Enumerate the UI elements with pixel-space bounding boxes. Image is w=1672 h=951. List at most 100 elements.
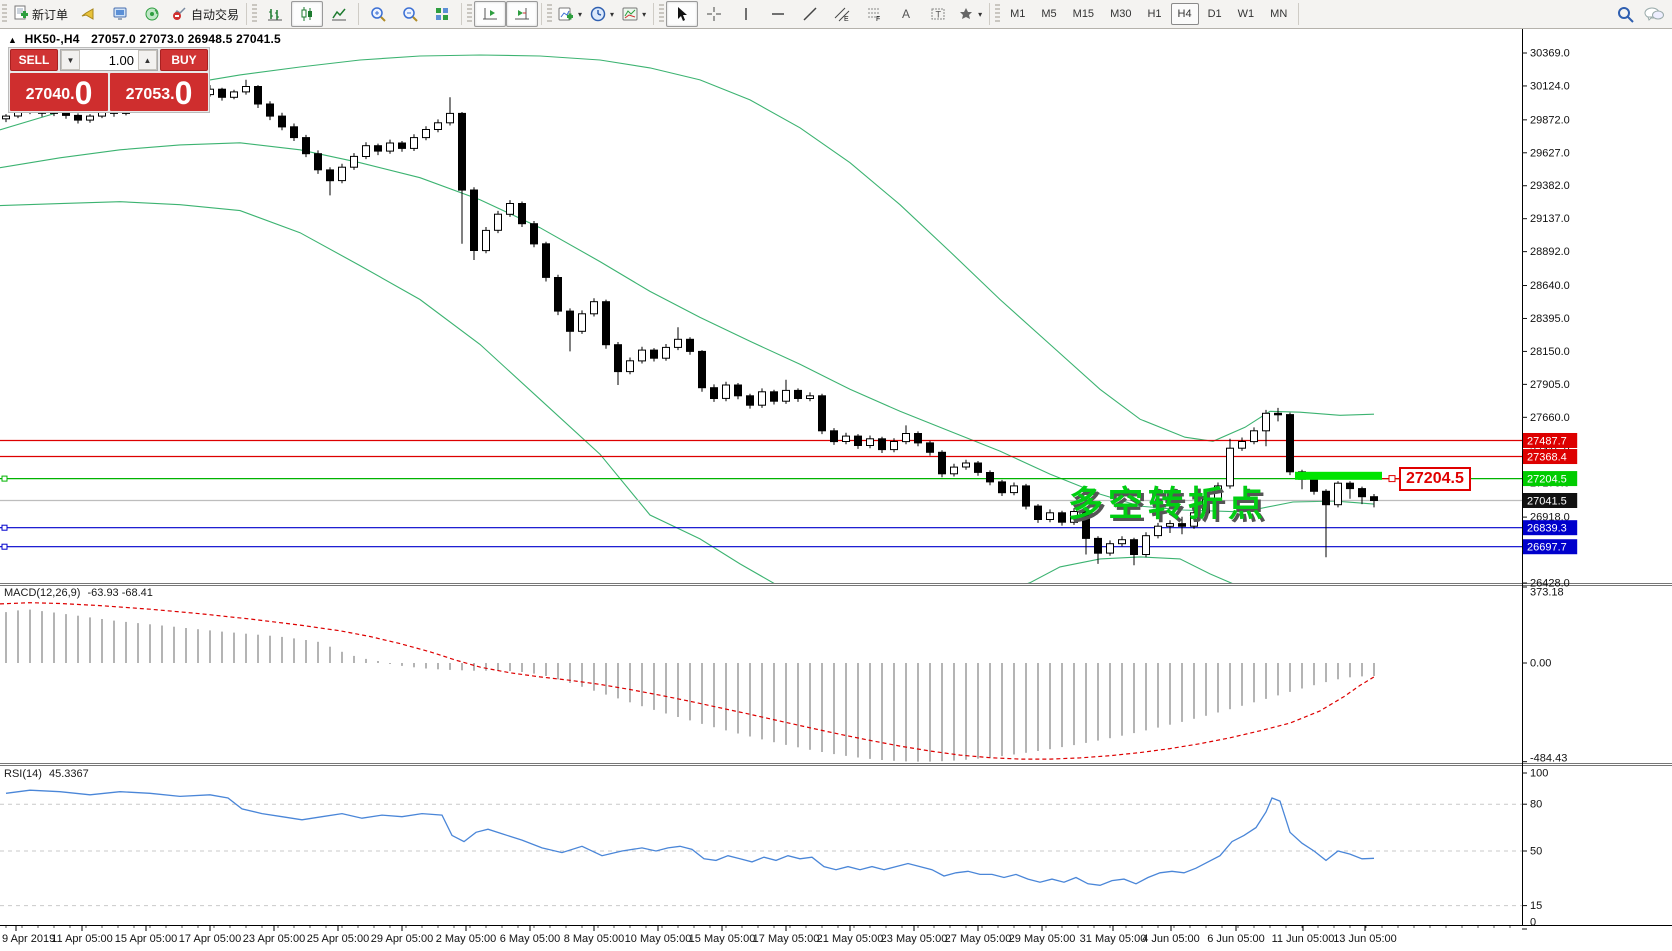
toolbar-grip bbox=[547, 4, 553, 24]
candle-bull bbox=[578, 313, 586, 332]
sell-price-big: 0 bbox=[74, 75, 93, 111]
bollinger-lower-band bbox=[0, 201, 1233, 583]
svg-text:F: F bbox=[876, 16, 880, 22]
sell-button[interactable]: SELL bbox=[10, 49, 58, 71]
tab-timeframe-h4[interactable]: H4 bbox=[1170, 3, 1199, 25]
price-callout-label[interactable]: 27204.5 bbox=[1399, 466, 1471, 491]
tab-timeframe-m30[interactable]: M30 bbox=[1110, 8, 1132, 20]
volume-input[interactable] bbox=[80, 50, 138, 70]
line-chart-button[interactable] bbox=[323, 1, 355, 27]
candle-bear bbox=[854, 435, 862, 447]
signals-button[interactable] bbox=[136, 1, 168, 27]
chart-shift-button[interactable] bbox=[474, 1, 507, 27]
zoom-in-button[interactable] bbox=[362, 1, 394, 27]
main-price-panel bbox=[0, 54, 1522, 583]
candlestick-icon bbox=[301, 7, 313, 21]
autotrading-button[interactable]: 自动交易 bbox=[168, 1, 243, 27]
candle-bull bbox=[842, 435, 850, 443]
buy-price-box[interactable]: 27053. 0 bbox=[110, 73, 208, 111]
candle-bull bbox=[1202, 498, 1210, 514]
candle-bull bbox=[626, 360, 634, 373]
time-tick-label: 15 May 05:00 bbox=[689, 933, 756, 945]
chat-icon[interactable] bbox=[1644, 6, 1664, 22]
toolbar-grip bbox=[2, 4, 7, 24]
toolbar-separator bbox=[653, 3, 655, 25]
candle-bull bbox=[722, 384, 730, 399]
price-tick-label: 27660.0 bbox=[1530, 412, 1570, 424]
candle-bear bbox=[1022, 485, 1030, 507]
cursor-button[interactable] bbox=[666, 1, 699, 27]
fibonacci-button[interactable]: F bbox=[858, 1, 890, 27]
candle-bull bbox=[1214, 485, 1222, 500]
price-tick-label: 30369.0 bbox=[1530, 48, 1570, 60]
candle-bear bbox=[218, 88, 226, 98]
templates-button[interactable]: ▾ bbox=[618, 1, 650, 27]
tab-timeframe-mn[interactable]: MN bbox=[1270, 8, 1288, 20]
periods-button[interactable]: ▾ bbox=[586, 1, 618, 27]
sound-button[interactable] bbox=[72, 1, 104, 27]
text-button[interactable]: A bbox=[890, 1, 922, 27]
time-tick-label: 31 May 05:00 bbox=[1080, 933, 1147, 945]
chart-annotation-text[interactable]: 多空转折点 bbox=[1068, 485, 1269, 524]
market-depth-button[interactable] bbox=[104, 1, 136, 27]
bar-chart-icon bbox=[268, 9, 283, 21]
candle-bear bbox=[830, 430, 838, 443]
toolbar-separator bbox=[461, 3, 463, 25]
zoom-out-button[interactable] bbox=[394, 1, 426, 27]
candle-bear bbox=[398, 142, 406, 149]
hline-price-label: 27204.5 bbox=[1527, 474, 1567, 486]
arrows-button[interactable]: ▾ bbox=[954, 1, 986, 27]
vertical-line-button[interactable] bbox=[730, 1, 762, 27]
candlestick-chart-button[interactable] bbox=[291, 1, 324, 27]
volume-increase-button[interactable]: ▲ bbox=[138, 50, 157, 70]
bar-chart-button[interactable] bbox=[259, 1, 291, 27]
candle-bull bbox=[86, 115, 94, 121]
auto-scroll-button[interactable] bbox=[506, 1, 539, 27]
macd-signal-line bbox=[0, 602, 1375, 760]
text-icon: A bbox=[902, 7, 910, 21]
toolbar-separator bbox=[989, 3, 991, 25]
time-tick-label: 6 Jun 05:00 bbox=[1207, 933, 1265, 945]
price-tick-label: 30124.0 bbox=[1530, 80, 1570, 92]
candle-bear bbox=[986, 472, 994, 483]
candle-bear bbox=[1274, 412, 1282, 416]
toolbar-separator bbox=[1298, 3, 1300, 25]
hline-price-label: 27041.5 bbox=[1527, 495, 1567, 507]
new-order-button[interactable]: 新订单 bbox=[9, 1, 72, 27]
search-icon[interactable] bbox=[1617, 6, 1634, 23]
candle-bull bbox=[422, 129, 430, 139]
tab-timeframe-h1[interactable]: H1 bbox=[1147, 8, 1162, 20]
buy-button[interactable]: BUY bbox=[160, 49, 208, 71]
tab-timeframe-m15[interactable]: M15 bbox=[1072, 8, 1095, 20]
trendline-icon bbox=[803, 7, 817, 21]
candle-bull bbox=[662, 346, 670, 359]
candle-bull bbox=[1190, 512, 1198, 527]
rsi-panel bbox=[0, 789, 1522, 907]
volume-decrease-button[interactable]: ▼ bbox=[61, 50, 80, 70]
collapse-triangle-icon[interactable]: ▲ bbox=[8, 35, 18, 45]
tile-windows-button[interactable] bbox=[426, 1, 458, 27]
tab-timeframe-m5[interactable]: M5 bbox=[1041, 8, 1057, 20]
candle-bear bbox=[302, 137, 310, 155]
candle-bear bbox=[1178, 523, 1186, 527]
text-label-button[interactable]: T bbox=[922, 1, 954, 27]
equidistant-channel-button[interactable]: E bbox=[826, 1, 858, 27]
arrows-icon bbox=[960, 8, 973, 19]
tab-timeframe-m1[interactable]: M1 bbox=[1010, 8, 1026, 20]
price-tick-label: 27905.0 bbox=[1530, 379, 1570, 391]
sell-price-box[interactable]: 27040. 0 bbox=[10, 73, 108, 111]
trendline-button[interactable] bbox=[794, 1, 826, 27]
time-tick-label: 25 Apr 05:00 bbox=[307, 933, 369, 945]
tab-timeframe-d1[interactable]: D1 bbox=[1207, 8, 1222, 20]
candle-bull bbox=[1106, 543, 1114, 554]
indicators-button[interactable]: ▾ bbox=[554, 1, 586, 27]
time-tick-label: 29 Apr 05:00 bbox=[371, 933, 433, 945]
time-tick-label: 4 Jun 05:00 bbox=[1142, 933, 1200, 945]
candle-bull bbox=[962, 462, 970, 468]
crosshair-button[interactable] bbox=[698, 1, 730, 27]
horizontal-line-button[interactable] bbox=[762, 1, 794, 27]
dropdown-arrow-icon: ▾ bbox=[642, 9, 647, 19]
candle-bull bbox=[446, 112, 454, 124]
tab-timeframe-w1[interactable]: W1 bbox=[1237, 8, 1255, 20]
